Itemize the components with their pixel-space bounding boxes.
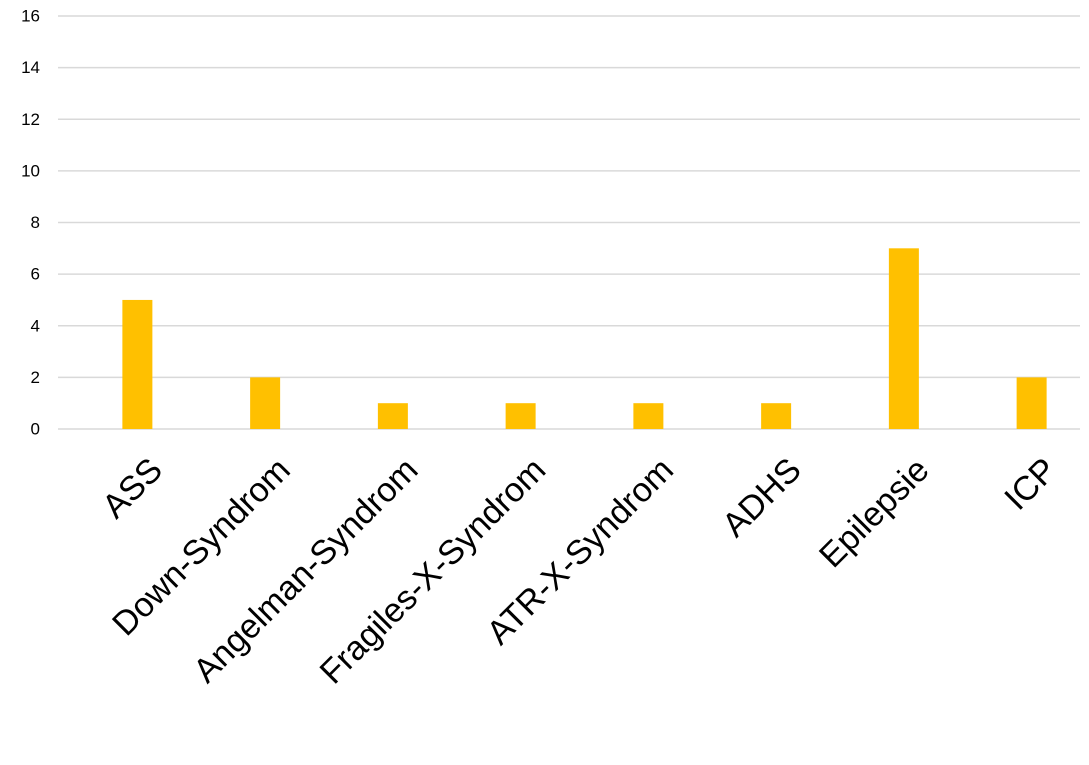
y-axis-tick-labels: 0 2 4 6 8 10 12 14 16 (21, 7, 40, 439)
x-tick-label-5: ADHS (715, 451, 809, 545)
bar-2 (377, 403, 408, 429)
gridlines (58, 15, 1080, 430)
bars (122, 248, 1047, 429)
bar-0 (122, 299, 153, 429)
x-tick-label-7: ICP (997, 451, 1064, 518)
y-tick-label-0: 0 (31, 420, 40, 439)
y-tick-label-14: 14 (21, 58, 40, 77)
bar-7 (1016, 377, 1047, 429)
y-tick-label-2: 2 (31, 368, 40, 387)
y-tick-label-12: 12 (21, 110, 40, 129)
x-tick-label-3: Fragiles-X-Syndrom (313, 451, 554, 692)
y-tick-label-10: 10 (21, 161, 40, 180)
y-tick-label-6: 6 (31, 265, 40, 284)
y-tick-label-4: 4 (31, 316, 40, 335)
y-tick-label-16: 16 (21, 7, 40, 26)
bar-1 (250, 377, 281, 429)
y-tick-label-8: 8 (31, 213, 40, 232)
bar-3 (505, 403, 536, 429)
x-tick-label-6: Epilepsie (812, 451, 936, 575)
x-axis-tick-labels: ASSDown-SyndromAngelman-SyndromFragiles-… (95, 451, 1064, 692)
bar-4 (633, 403, 664, 429)
x-tick-label-2: Angelman-Syndrom (186, 451, 425, 690)
x-tick-label-0: ASS (95, 451, 170, 526)
bar-5 (761, 403, 792, 429)
bar-6 (888, 248, 919, 429)
